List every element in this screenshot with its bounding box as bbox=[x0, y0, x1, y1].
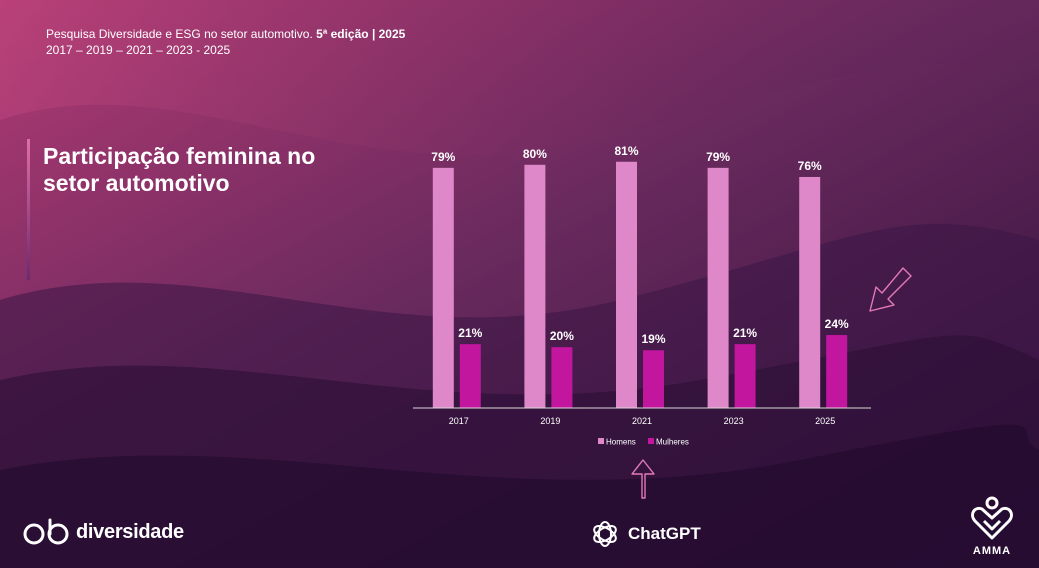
bar-homens-2021 bbox=[616, 161, 637, 408]
bar-mulheres-2019 bbox=[551, 347, 573, 408]
legend-label-mulheres: Mulheres bbox=[656, 438, 689, 447]
diversidade-icon bbox=[23, 518, 69, 545]
amma-wordmark: AMMA bbox=[972, 545, 1012, 557]
title-accent-bar bbox=[27, 139, 30, 280]
header-survey-name: Pesquisa Diversidade e ESG no setor auto… bbox=[46, 27, 317, 41]
data-label-mulheres-2021: 19% bbox=[641, 332, 665, 346]
bar-homens-2017 bbox=[432, 167, 454, 408]
data-label-homens-2023: 79% bbox=[706, 150, 730, 164]
legend-label-homens: Homens bbox=[606, 438, 636, 447]
bar-mulheres-2023 bbox=[734, 344, 756, 408]
bar-homens-2025 bbox=[799, 176, 821, 408]
amma-heart-icon bbox=[971, 496, 1013, 540]
x-tick-label-2025: 2025 bbox=[815, 416, 835, 426]
diversidade-logo: diversidade bbox=[22, 516, 184, 548]
data-label-mulheres-2017: 21% bbox=[458, 326, 482, 340]
x-tick-label-2023: 2023 bbox=[724, 416, 744, 426]
header-line1: Pesquisa Diversidade e ESG no setor auto… bbox=[46, 26, 405, 42]
data-label-mulheres-2023: 21% bbox=[733, 326, 757, 340]
bar-homens-2023 bbox=[707, 167, 729, 408]
x-tick-label-2019: 2019 bbox=[540, 416, 560, 426]
legend-swatch-mulheres bbox=[648, 438, 654, 444]
chatgpt-wordmark: ChatGPT bbox=[628, 524, 701, 543]
arrow-annotation-2025 bbox=[869, 267, 912, 312]
x-tick-label-2021: 2021 bbox=[632, 416, 652, 426]
data-label-homens-2025: 76% bbox=[798, 159, 822, 173]
header-edition: 5ª edição | 2025 bbox=[316, 27, 406, 41]
arrow-annotation-legend bbox=[631, 459, 655, 499]
header-years: 2017 – 2019 – 2021 – 2023 - 2025 bbox=[46, 43, 231, 57]
header: Pesquisa Diversidade e ESG no setor auto… bbox=[46, 26, 405, 58]
bar-mulheres-2017 bbox=[459, 344, 481, 408]
data-label-homens-2019: 80% bbox=[523, 147, 547, 161]
bar-mulheres-2025 bbox=[826, 335, 848, 408]
openai-icon bbox=[593, 521, 617, 547]
data-label-homens-2017: 79% bbox=[431, 150, 455, 164]
legend-swatch-homens bbox=[598, 438, 604, 444]
chatgpt-logo: ChatGPT bbox=[590, 519, 701, 549]
data-label-homens-2021: 81% bbox=[614, 144, 638, 158]
diversidade-wordmark: diversidade bbox=[76, 520, 184, 543]
data-label-mulheres-2019: 20% bbox=[550, 329, 574, 343]
x-tick-label-2017: 2017 bbox=[449, 416, 469, 426]
amma-logo: AMMA bbox=[962, 494, 1022, 557]
bar-mulheres-2021 bbox=[643, 350, 664, 408]
bar-homens-2019 bbox=[524, 164, 546, 408]
slide-title: Participação feminina no setor automotiv… bbox=[43, 143, 316, 196]
data-label-mulheres-2025: 24% bbox=[825, 317, 849, 331]
